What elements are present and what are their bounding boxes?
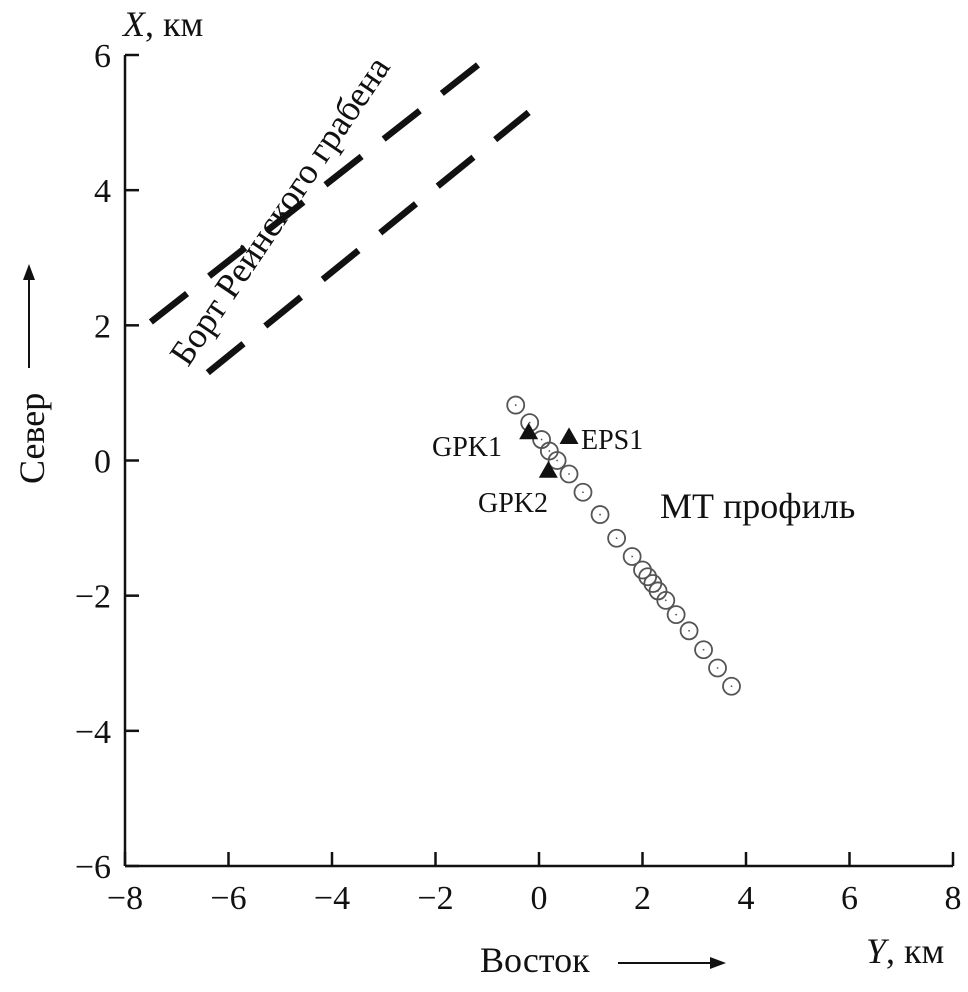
- x-tick-label: −2: [417, 880, 453, 917]
- mt-station-center: [716, 667, 719, 669]
- y-tick-label: 0: [94, 444, 111, 481]
- x-tick-label: 6: [841, 880, 858, 917]
- x-tick-label: 8: [945, 880, 962, 917]
- mt-station-point: [694, 640, 713, 660]
- y-tick-label: −2: [75, 579, 111, 616]
- y-axis-unit: , км: [145, 4, 203, 44]
- y-axis-letter: X: [121, 4, 147, 44]
- well-marker-eps1: [559, 427, 579, 444]
- y-tick-label: 4: [94, 173, 111, 210]
- east-label: Восток: [480, 940, 590, 980]
- y-axis-title: X, км: [121, 4, 203, 44]
- axes: [123, 53, 955, 868]
- well-label-gpk2: GPK2: [478, 488, 548, 519]
- x-tick-label: 4: [738, 880, 755, 917]
- mt-station-point: [506, 395, 526, 415]
- y-tick-labels: −6 −4 −2 0 2 4 6: [75, 38, 111, 886]
- x-tick-label: −6: [210, 880, 246, 917]
- mt-station-point: [573, 482, 593, 502]
- mt-station-center: [664, 599, 667, 602]
- mt-station-center: [528, 421, 531, 424]
- mt-station-center: [730, 685, 733, 688]
- mt-station-center: [631, 555, 634, 558]
- mt-station-point: [607, 528, 627, 548]
- mt-station-point: [638, 567, 658, 587]
- north-arrow: [23, 264, 35, 368]
- mt-station-center: [657, 590, 659, 592]
- mt-station-center: [514, 404, 517, 406]
- well-markers: [519, 422, 579, 478]
- well-label-eps1: EPS1: [581, 425, 643, 456]
- y-tick-label: 2: [94, 308, 111, 345]
- y-tick-label: −6: [75, 849, 111, 886]
- y-tick-label: 6: [94, 38, 111, 75]
- mt-station-center: [548, 450, 551, 452]
- mt-station-point: [590, 505, 610, 524]
- mt-station-center: [615, 537, 618, 540]
- x-axis-unit: , км: [886, 931, 944, 971]
- mt-station-center: [556, 459, 559, 462]
- x-tick-label: 0: [531, 880, 548, 917]
- mt-station-point: [633, 560, 652, 580]
- y-tick-label: −4: [75, 714, 111, 751]
- mt-station-center: [675, 613, 678, 616]
- north-label: Север: [12, 393, 52, 484]
- mt-station-point: [708, 658, 727, 678]
- mt-station-center: [582, 491, 584, 494]
- mt-station-center: [568, 473, 570, 475]
- mt-station-point: [559, 464, 579, 484]
- mt-station-point: [722, 676, 741, 696]
- mt-station-center: [599, 513, 601, 516]
- mt-station-point: [622, 547, 642, 566]
- mt-station-center: [540, 438, 543, 441]
- mt-station-center: [688, 629, 690, 632]
- mt-station-point: [547, 451, 567, 470]
- x-axis-title: Y, км: [866, 931, 944, 971]
- profile-label: МТ профиль: [660, 486, 855, 526]
- profile-points: [506, 395, 741, 696]
- x-axis-letter: Y: [866, 931, 890, 971]
- well-marker-gpk1: [519, 422, 539, 440]
- mt-station-point: [666, 605, 686, 624]
- mt-station-point: [656, 590, 676, 610]
- x-tick-labels: −8 −6 −4 −2 0 2 4 6 8: [107, 880, 962, 917]
- graben-boundary-line: [148, 59, 485, 325]
- east-arrow: [618, 957, 726, 969]
- mt-station-point: [679, 621, 699, 641]
- x-tick-label: −8: [107, 880, 143, 917]
- x-tick-label: 2: [634, 880, 651, 917]
- graben-label: Борт Рейнского грабена: [161, 49, 397, 373]
- well-marker-gpk2: [538, 461, 558, 478]
- x-tick-label: −4: [314, 880, 350, 917]
- well-label-gpk1: GPK1: [432, 432, 502, 463]
- mt-station-center: [702, 648, 705, 651]
